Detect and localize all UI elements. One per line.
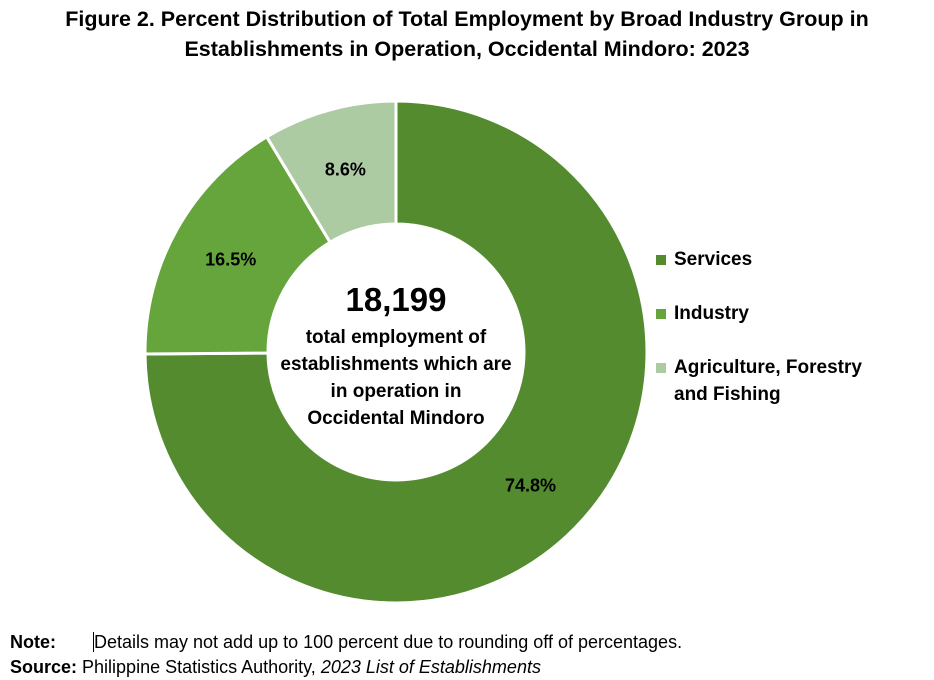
note-label: Note: [10, 632, 56, 652]
legend-label: and Fishing [674, 384, 781, 405]
legend-swatch [656, 363, 666, 373]
legend-swatch [656, 255, 666, 265]
center-total-value: 18,199 [346, 281, 447, 318]
source-line: Source: Philippine Statistics Authority, … [10, 655, 682, 680]
legend-item: Industry [656, 300, 926, 327]
center-caption-line: in operation in [331, 381, 462, 402]
chart-title-line-2: Establishments in Operation, Occidental … [184, 37, 750, 61]
center-caption-line: total employment of [306, 327, 487, 348]
center-caption-line: establishments which are [280, 354, 511, 375]
chart-title-line-1: Figure 2. Percent Distribution of Total … [65, 7, 869, 31]
legend-item: Services [656, 246, 926, 273]
source-org: Philippine Statistics Authority, [82, 657, 316, 677]
donut-slice [264, 99, 398, 245]
source-label: Source: [10, 657, 78, 677]
center-caption-line: Occidental Mindoro [307, 408, 484, 429]
legend-swatch [656, 309, 666, 319]
legend: Services Industry Agriculture, Forestry and… [656, 246, 926, 435]
legend-label: Industry [674, 303, 749, 324]
chart-title: Figure 2. Percent Distribution of Total … [0, 4, 934, 64]
legend-item: Agriculture, Forestry and Fishing [656, 354, 926, 408]
legend-label: Services [674, 249, 753, 270]
note-line: Note: Details may not add up to 100 perce… [10, 630, 683, 655]
donut-slice [143, 134, 333, 356]
slice-data-label: 16.5% [205, 249, 256, 269]
source-title: 2023 List of Establishments [320, 657, 541, 677]
donut-slice [143, 99, 649, 605]
slice-data-label: 8.6% [325, 159, 366, 179]
legend-label: Agriculture, Forestry [674, 357, 862, 378]
slice-data-label: 74.8% [505, 475, 556, 495]
footer: Note: Details may not add up to 100 perce… [10, 630, 683, 680]
note-text: Details may not add up to 100 percent du… [93, 632, 683, 652]
